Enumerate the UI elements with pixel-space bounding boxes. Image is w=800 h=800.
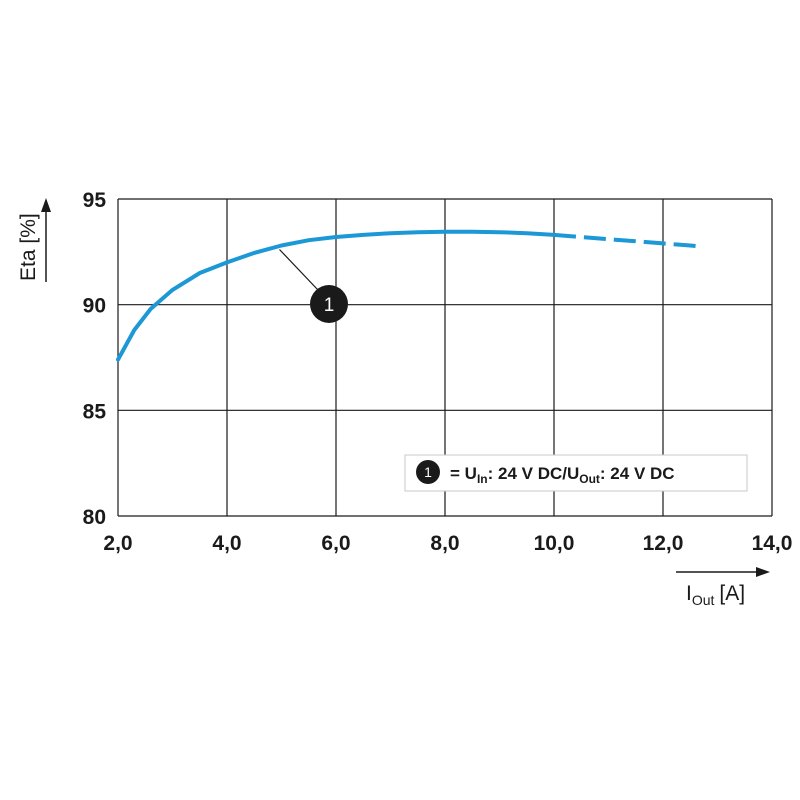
x-tick-label: 6,0 — [321, 532, 350, 555]
annotation-leader — [279, 249, 319, 291]
x-tick-label: 2,0 — [103, 532, 132, 555]
x-axis-title-group: IOut [A] — [676, 567, 770, 608]
x-axis-title-sub: Out — [692, 592, 715, 608]
legend-text-end: : 24 V DC — [600, 464, 675, 483]
x-tick-labels: 2,0 4,0 6,0 8,0 10,0 12,0 14,0 — [103, 532, 792, 555]
annotation-marker-label: 1 — [324, 295, 335, 316]
x-axis-title-main: I — [686, 582, 692, 605]
x-tick-label: 10,0 — [534, 532, 575, 555]
y-axis-title: Eta [%] — [17, 213, 40, 281]
y-tick-label: 80 — [83, 506, 106, 529]
legend-marker-circle — [416, 460, 440, 484]
y-tick-label: 90 — [83, 295, 106, 318]
annotation-marker-circle — [310, 285, 348, 323]
x-tick-label: 12,0 — [643, 532, 684, 555]
x-tick-label: 14,0 — [752, 532, 793, 555]
legend: 1 = UIn: 24 V DC/UOut: 24 V DC — [404, 454, 748, 492]
legend-sub-in: In — [477, 472, 488, 486]
y-tick-label: 85 — [83, 400, 107, 423]
legend-sub-out: Out — [579, 472, 600, 486]
efficiency-curve-solid — [116, 229, 556, 362]
plot-area — [116, 229, 702, 362]
efficiency-curve-dashed — [553, 232, 702, 249]
x-tick-label: 8,0 — [430, 532, 459, 555]
x-tick-label: 4,0 — [212, 532, 241, 555]
grid-lines — [117, 198, 773, 517]
legend-marker-label: 1 — [424, 464, 432, 480]
legend-text-mid: : 24 V DC/U — [488, 464, 580, 483]
legend-box — [404, 454, 748, 492]
y-tick-label: 95 — [83, 189, 107, 212]
legend-text: = UIn: 24 V DC/UOut: 24 V DC — [450, 464, 675, 486]
legend-text-eq: = U — [450, 464, 477, 483]
x-axis-title: IOut [A] — [686, 582, 745, 608]
x-axis-arrow-head — [756, 567, 770, 577]
curve-annotation: 1 — [279, 249, 348, 323]
y-axis-title-group: Eta [%] — [17, 198, 51, 282]
y-axis-arrow-head — [41, 198, 51, 212]
x-axis-title-unit: [A] — [719, 582, 745, 605]
y-tick-labels: 95 90 85 80 — [83, 189, 107, 529]
